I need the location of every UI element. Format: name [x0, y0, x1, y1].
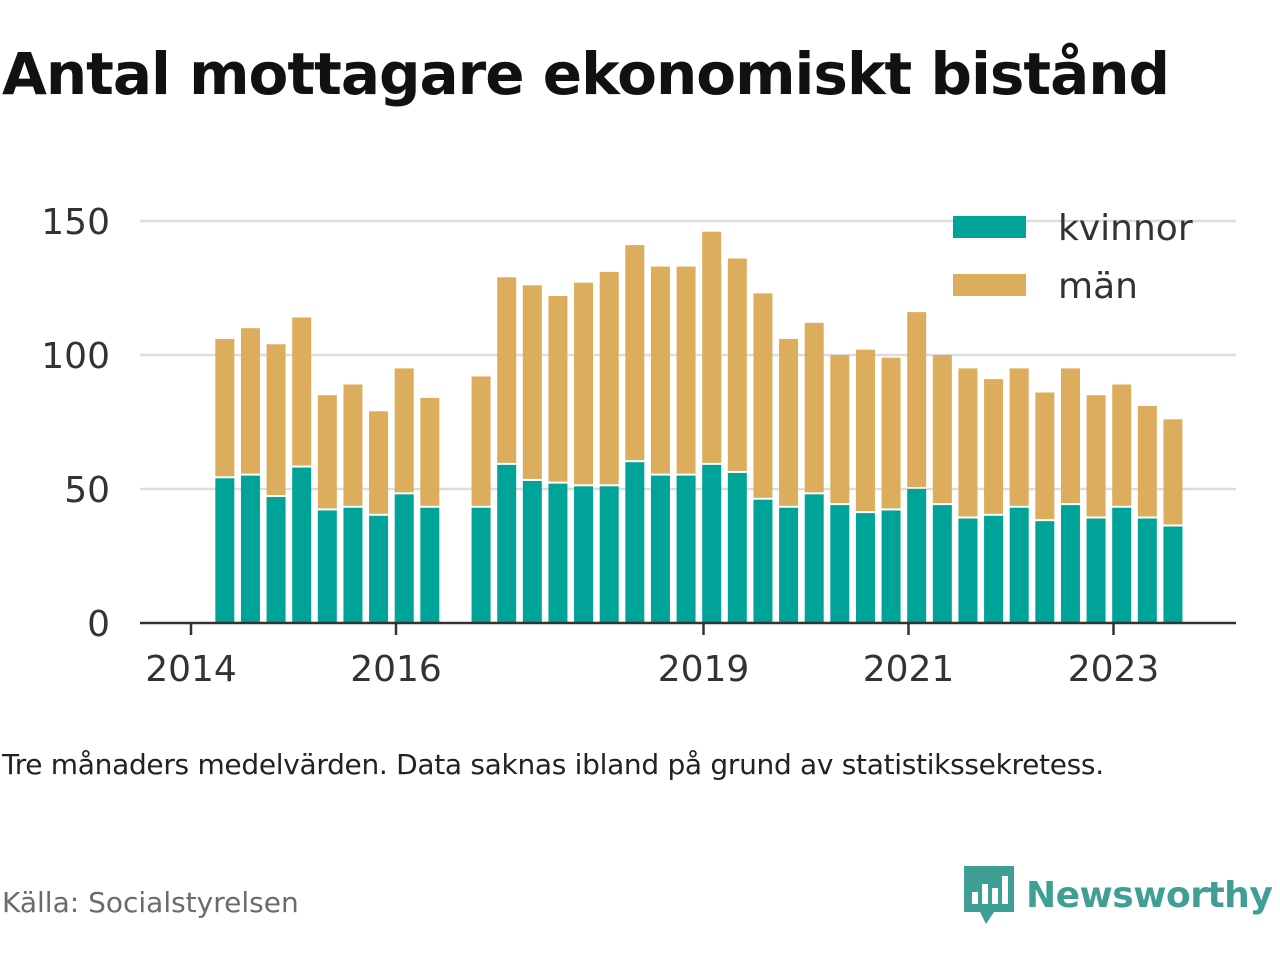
bar-kvinnor [394, 494, 414, 623]
legend-swatch-man [953, 274, 1026, 296]
bar-kvinnor [1137, 518, 1157, 623]
bar-kvinnor [727, 472, 747, 623]
bar-man [907, 312, 927, 487]
bar-man [881, 357, 901, 509]
legend: kvinnor män [953, 208, 1193, 307]
bar-kvinnor [497, 464, 517, 623]
bar-kvinnor [907, 489, 927, 623]
bar-kvinnor [343, 507, 363, 623]
bar-man [497, 277, 517, 463]
newsworthy-logo[interactable]: Newsworthy [964, 866, 1273, 924]
bar-man [317, 395, 337, 509]
bar-kvinnor [599, 486, 619, 623]
bar-man [574, 282, 594, 485]
y-tick-label: 50 [64, 470, 110, 511]
source-text: Källa: Socialstyrelsen [2, 886, 299, 919]
bar-man [1060, 368, 1080, 504]
y-tick-label: 0 [87, 604, 110, 645]
bar-kvinnor [317, 510, 337, 623]
x-tick-label: 2016 [350, 649, 442, 690]
bar-kvinnor [420, 507, 440, 623]
chart-note: Tre månaders medelvärden. Data saknas ib… [2, 748, 1104, 781]
x-tick-label: 2014 [145, 649, 237, 690]
bar-kvinnor [676, 475, 696, 623]
y-axis-labels: 0 50 100 150 [41, 202, 110, 645]
bar-kvinnor [702, 464, 722, 623]
bar-kvinnor [779, 507, 799, 623]
legend-label-kvinnor: kvinnor [1058, 208, 1193, 249]
chart-title: Antal mottagare ekonomiskt bistånd [2, 40, 1170, 108]
bar-kvinnor [240, 475, 260, 623]
brand-name: Newsworthy [1026, 874, 1273, 916]
bar-kvinnor [932, 505, 952, 623]
bar-man [522, 285, 542, 479]
bar-man [804, 322, 824, 493]
bar-kvinnor [1009, 507, 1029, 623]
bar-man [599, 271, 619, 485]
bar-man [471, 376, 491, 506]
bar-man [1086, 395, 1106, 517]
bar-man [343, 384, 363, 506]
bar-kvinnor [830, 505, 850, 623]
bar-man [779, 338, 799, 506]
bar-man [702, 231, 722, 463]
bar-man [625, 245, 645, 461]
x-tick-label: 2021 [863, 649, 955, 690]
bar-man [1137, 405, 1157, 517]
bar-man [240, 328, 260, 474]
newsworthy-logo-icon [964, 866, 1014, 924]
bar-kvinnor [1035, 521, 1055, 623]
bar-kvinnor [522, 480, 542, 623]
legend-label-man: män [1058, 266, 1138, 307]
bar-kvinnor [369, 515, 389, 623]
bar-man [548, 296, 568, 482]
bar-kvinnor [1112, 507, 1132, 623]
bar-kvinnor [548, 483, 568, 623]
bar-kvinnor [984, 515, 1004, 623]
x-tick-label: 2023 [1068, 649, 1160, 690]
bar-kvinnor [574, 486, 594, 623]
bar-kvinnor [855, 513, 875, 623]
x-tick-label: 2019 [658, 649, 750, 690]
bar-man [215, 338, 235, 477]
bar-kvinnor [958, 518, 978, 623]
bar-kvinnor [881, 510, 901, 623]
bar-man [958, 368, 978, 517]
bar-man [753, 293, 773, 498]
bar-kvinnor [804, 494, 824, 623]
bar-kvinnor [292, 467, 312, 623]
bar-kvinnor [1086, 518, 1106, 623]
bar-man [266, 344, 286, 496]
bar-man [676, 266, 696, 474]
bar-kvinnor [471, 507, 491, 623]
bar-man [727, 258, 747, 471]
y-tick-label: 150 [41, 202, 110, 243]
bar-man [292, 317, 312, 466]
bar-kvinnor [1060, 505, 1080, 623]
legend-swatch-kvinnor [953, 216, 1026, 238]
y-tick-label: 100 [41, 336, 110, 377]
bar-man [1163, 419, 1183, 525]
bar-man [1035, 392, 1055, 520]
x-axis: 2014 2016 2019 2021 2023 [140, 621, 1236, 690]
bar-man [984, 379, 1004, 514]
bars [215, 231, 1183, 623]
bar-kvinnor [625, 462, 645, 623]
stacked-bar-chart: 0 50 100 150 2014 2016 2019 2021 2023 kvinnor m… [41, 202, 1236, 690]
bar-man [1009, 368, 1029, 506]
bar-man [830, 355, 850, 504]
bar-man [369, 411, 389, 514]
bar-kvinnor [215, 478, 235, 623]
bar-man [394, 368, 414, 493]
bar-kvinnor [1163, 526, 1183, 623]
bar-man [932, 355, 952, 504]
bar-kvinnor [753, 499, 773, 623]
bar-man [650, 266, 670, 474]
bar-kvinnor [650, 475, 670, 623]
bar-man [420, 397, 440, 506]
bar-man [855, 349, 875, 512]
bar-kvinnor [266, 497, 286, 623]
bar-man [1112, 384, 1132, 506]
